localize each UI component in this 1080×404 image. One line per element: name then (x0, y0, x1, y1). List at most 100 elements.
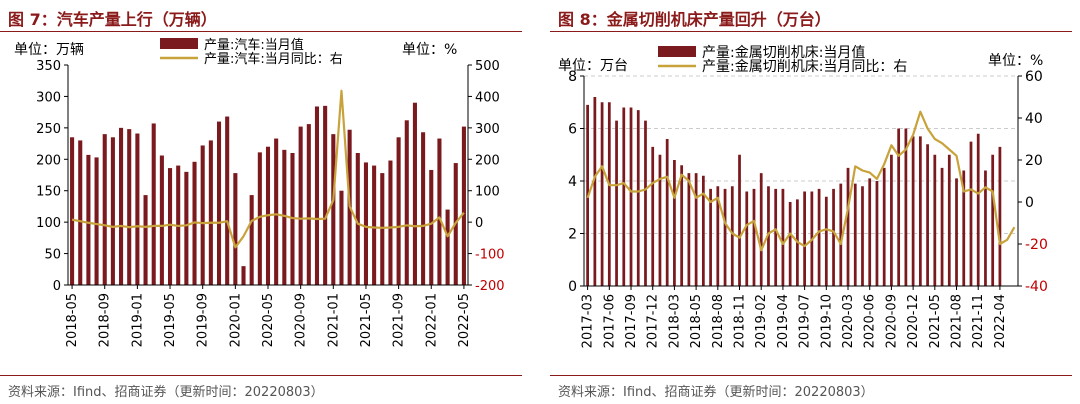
legend-label-line: 产量:金属切削机床:当月同比：右 (702, 59, 907, 75)
x-tick-label: 2019-01 (130, 293, 145, 347)
source-note: 资料来源：Ifind、招商证券（更新时间：20220803） (8, 385, 324, 400)
bar (933, 154, 937, 286)
bar (875, 181, 879, 286)
bar (636, 110, 640, 287)
x-tick-label: 2022-05 (457, 293, 472, 347)
bar (86, 154, 91, 285)
series-line (586, 110, 1016, 252)
y-tick-label-right: 500 (475, 59, 500, 74)
source-rule (550, 375, 1072, 376)
figure-title: 图 7：汽车产量上行（万辆） (8, 10, 217, 29)
y-tick-label-right: 400 (475, 90, 500, 105)
bar (861, 186, 864, 286)
bar (233, 173, 238, 285)
y-tick-label-right: 60 (1025, 69, 1043, 85)
bar (926, 144, 929, 286)
x-tick-label: 2018-05 (65, 293, 80, 347)
x-tick-label: 2021-05 (359, 293, 374, 347)
bar (882, 167, 886, 287)
bar (216, 121, 222, 285)
bar (119, 127, 124, 285)
bar (658, 154, 662, 286)
bar (644, 120, 647, 287)
x-tick-label: 2021-09 (392, 293, 407, 347)
x-tick-label: 2020-06 (863, 294, 878, 348)
y-tick-label-right: 100 (475, 185, 500, 200)
bar (723, 188, 727, 287)
bar (363, 162, 368, 285)
bar (839, 183, 843, 287)
chart-panel-car-output: 图 7：汽车产量上行（万辆） 0 50 100 150 200 250 300 350 -200… (0, 0, 530, 404)
x-tick-label: 2017-09 (624, 294, 639, 348)
y-tick-label-left: 100 (36, 216, 61, 231)
x-tick-label: 2021-11 (971, 294, 986, 348)
bar (846, 167, 850, 287)
x-tick-label: 2020-03 (841, 294, 856, 348)
bar (241, 266, 246, 285)
bar (673, 160, 676, 286)
y-tick-label-left: 250 (36, 122, 61, 137)
bar (437, 138, 442, 285)
x-tick-label: 2019-07 (798, 294, 813, 348)
bar (593, 97, 597, 286)
bar (817, 188, 821, 287)
bar (102, 134, 107, 285)
bar (600, 102, 604, 286)
y-tick-label-left: 200 (36, 153, 61, 168)
bar (421, 132, 426, 285)
bar (940, 167, 944, 287)
bar (803, 191, 806, 286)
bar (94, 157, 99, 285)
x-tick-label: 2020-09 (884, 294, 899, 348)
y-tick-label-left: 0 (568, 279, 577, 295)
figure-title: 图 8：金属切削机床产量回升（万台） (558, 10, 831, 29)
bar (991, 154, 995, 286)
x-tick-label: 2021-08 (950, 294, 965, 348)
y-tick-label-left: 0 (53, 279, 61, 294)
unit-label-right: 单位：% (402, 42, 457, 58)
y-tick-label-left: 300 (36, 90, 61, 105)
bar (832, 188, 835, 287)
legend-swatch-bar (658, 46, 696, 57)
bar (110, 137, 115, 285)
y-tick-label-right: 200 (475, 153, 500, 168)
bar (372, 165, 377, 285)
chart-panel-machine-tool-output: 图 8：金属切削机床产量回升（万台） 0 2 4 6 8 -40 -20 0 20 40 60 201… (550, 0, 1080, 404)
bar (380, 173, 385, 285)
series-line (71, 89, 465, 249)
bar (774, 188, 778, 287)
bar (615, 120, 618, 287)
x-tick-label: 2017-06 (602, 294, 617, 348)
bar (127, 129, 132, 285)
bar (716, 186, 720, 286)
bar (781, 188, 785, 287)
x-tick-label: 2017-03 (581, 294, 596, 348)
legend-label-bar: 产量:汽车:当月值 (204, 37, 304, 53)
y-tick-label-left: 8 (568, 69, 577, 85)
bar (984, 170, 987, 286)
x-tick-label: 2019-02 (754, 294, 769, 348)
y-tick-label-right: 0 (1025, 195, 1034, 211)
x-tick-label: 2018-03 (667, 294, 682, 348)
x-tick-label: 2019-04 (776, 294, 791, 348)
bar (225, 116, 230, 285)
source-note: 资料来源：Ifind、招商证券（更新时间：20220803） (558, 385, 874, 400)
bar (738, 154, 741, 286)
bar (331, 134, 336, 285)
bar (314, 106, 320, 286)
bar (445, 209, 450, 285)
bar (701, 175, 705, 286)
legend-label-bar: 产量:金属切削机床:当月值 (702, 45, 865, 61)
bar (339, 190, 344, 285)
bar (274, 138, 279, 285)
unit-label-right: 单位：% (988, 53, 1043, 69)
y-tick-label-right: -20 (1025, 237, 1048, 253)
bar (412, 102, 417, 286)
x-tick-label: 2019-05 (163, 293, 178, 347)
legend-swatch-bar (160, 38, 198, 49)
bar (249, 195, 254, 285)
bar (388, 160, 393, 285)
bar (687, 173, 691, 287)
x-tick-label: 2017-12 (646, 294, 661, 348)
y-tick-label-left: 2 (568, 227, 577, 243)
